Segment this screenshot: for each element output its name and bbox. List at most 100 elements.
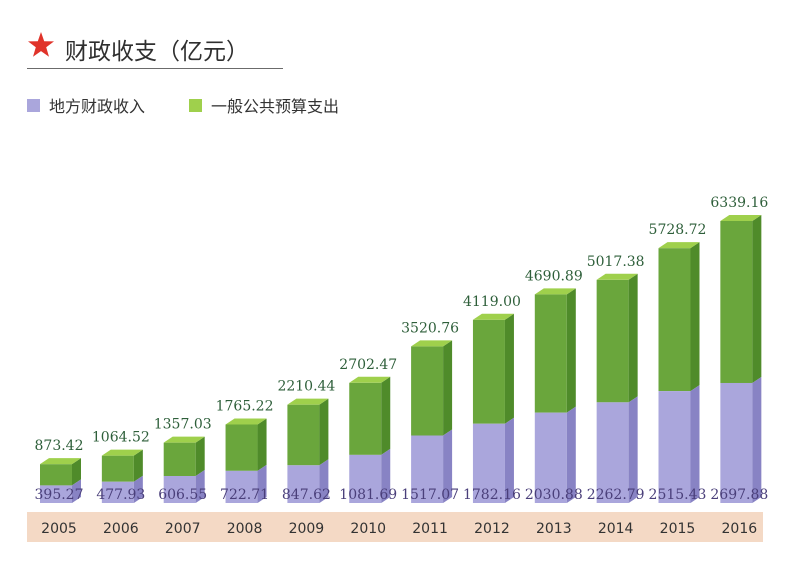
revenue-value-label-2008: 722.71 — [220, 487, 269, 503]
bar-revenue-2014 — [596, 402, 629, 503]
spending-value-label-2005: 873.42 — [35, 438, 84, 454]
legend-label-revenue: 地方财政收入 — [49, 97, 146, 116]
bar-spending-2016 — [720, 221, 753, 383]
x-tick-label-2006: 2006 — [103, 521, 139, 537]
bar-spending-top-2013 — [534, 288, 576, 295]
bar-revenue-side-2016 — [752, 376, 762, 503]
x-tick-label-2013: 2013 — [536, 521, 572, 537]
bar-revenue-2015 — [658, 391, 691, 503]
bar-spending-side-2012 — [504, 313, 514, 424]
spending-value-label-2016: 6339.16 — [710, 195, 768, 211]
bar-spending-top-2007 — [163, 436, 205, 443]
bar-spending-2005 — [40, 464, 72, 486]
bar-spending-side-2015 — [690, 242, 700, 392]
bar-spending-top-2010 — [349, 376, 391, 383]
bar-spending-top-2009 — [287, 398, 329, 405]
bar-revenue-2006 — [101, 481, 134, 503]
bar-spending-top-2011 — [411, 340, 453, 347]
x-tick-label-2015: 2015 — [660, 521, 696, 537]
legend-item-spending: 一般公共预算支出 — [189, 95, 340, 116]
revenue-value-label-2016: 2697.88 — [710, 487, 768, 503]
revenue-value-label-2011: 1517.07 — [401, 487, 459, 503]
spending-value-label-2006: 1064.52 — [92, 430, 150, 446]
x-tick-label-2008: 2008 — [227, 521, 263, 537]
bar-spending-side-2014 — [628, 273, 638, 403]
spending-value-label-2014: 5017.38 — [587, 254, 645, 270]
bar-spending-2010 — [349, 382, 382, 455]
bar-revenue-side-2011 — [443, 429, 453, 503]
revenue-value-label-2014: 2262.79 — [587, 487, 645, 503]
revenue-value-label-2009: 847.62 — [282, 487, 331, 503]
bar-revenue-side-2005 — [72, 479, 81, 503]
x-tick-label-2009: 2009 — [289, 521, 325, 537]
spending-value-label-2007: 1357.03 — [154, 417, 212, 433]
bar-revenue-2007 — [163, 476, 196, 503]
spending-value-label-2015: 5728.72 — [649, 222, 707, 238]
bar-revenue-side-2015 — [690, 385, 700, 503]
bar-spending-side-2010 — [381, 376, 391, 455]
bar-spending-side-2013 — [566, 288, 576, 413]
chart-header: 财政收支（亿元） — [27, 24, 283, 69]
bar-spending-top-2008 — [225, 418, 267, 425]
bar-revenue-2008 — [225, 470, 258, 503]
revenue-value-label-2010: 1081.69 — [339, 487, 397, 503]
spending-value-label-2013: 4690.89 — [525, 268, 583, 284]
star-icon — [28, 32, 54, 57]
bar-spending-2009 — [287, 404, 320, 466]
x-tick-label-2007: 2007 — [165, 521, 201, 537]
bar-spending-2012 — [472, 319, 505, 424]
bar-revenue-side-2008 — [257, 464, 267, 503]
bar-revenue-2009 — [287, 465, 320, 503]
legend-swatch-revenue — [27, 98, 40, 112]
revenue-value-label-2012: 1782.16 — [463, 487, 521, 503]
x-tick-label-2005: 2005 — [41, 521, 77, 537]
bar-revenue-2016 — [720, 382, 753, 503]
bar-spending-top-2012 — [472, 313, 514, 320]
revenue-value-label-2013: 2030.88 — [525, 487, 583, 503]
bar-revenue-side-2013 — [566, 406, 576, 503]
bar-spending-2014 — [596, 279, 629, 403]
spending-value-label-2012: 4119.00 — [463, 294, 521, 310]
bar-spending-2008 — [225, 424, 258, 471]
x-tick-label-2014: 2014 — [598, 521, 634, 537]
bar-revenue-2012 — [472, 423, 505, 503]
bar-spending-top-2014 — [596, 273, 638, 280]
x-tick-label-2016: 2016 — [722, 521, 758, 537]
bar-spending-side-2006 — [133, 449, 143, 482]
spending-value-label-2009: 2210.44 — [277, 379, 335, 395]
x-tick-label-2012: 2012 — [474, 521, 510, 537]
bar-spending-top-2005 — [40, 458, 81, 465]
bar-spending-side-2011 — [443, 340, 453, 436]
bar-revenue-side-2006 — [133, 475, 143, 503]
revenue-value-label-2006: 477.93 — [96, 487, 145, 503]
revenue-value-label-2007: 606.55 — [158, 487, 207, 503]
legend-item-revenue: 地方财政收入 — [27, 95, 146, 116]
bar-revenue-side-2012 — [504, 417, 514, 503]
bar-spending-side-2016 — [752, 215, 762, 383]
bar-spending-side-2007 — [195, 436, 205, 477]
bar-spending-2006 — [101, 455, 134, 482]
legend-label-spending: 一般公共预算支出 — [211, 97, 340, 116]
spending-value-label-2011: 3520.76 — [401, 320, 459, 336]
bar-revenue-2013 — [534, 412, 567, 503]
bar-revenue-side-2010 — [381, 448, 391, 503]
bar-spending-side-2005 — [72, 458, 81, 486]
bar-revenue-side-2009 — [319, 459, 329, 503]
bar-spending-2011 — [411, 346, 444, 436]
chart-title: 财政收支（亿元） — [65, 39, 249, 65]
bar-spending-side-2008 — [257, 418, 267, 471]
x-axis-band — [27, 512, 763, 542]
bar-spending-2007 — [163, 442, 196, 477]
bar-revenue-2005 — [40, 485, 72, 503]
bar-revenue-side-2007 — [195, 470, 205, 503]
bar-revenue-2010 — [349, 454, 382, 503]
bar-revenue-side-2014 — [628, 396, 638, 503]
revenue-value-label-2005: 395.27 — [35, 487, 84, 503]
spending-value-label-2010: 2702.47 — [339, 357, 397, 373]
bar-spending-2015 — [658, 248, 691, 392]
bar-spending-2013 — [534, 294, 567, 413]
x-tick-label-2010: 2010 — [350, 521, 386, 537]
bar-spending-top-2015 — [658, 242, 700, 249]
